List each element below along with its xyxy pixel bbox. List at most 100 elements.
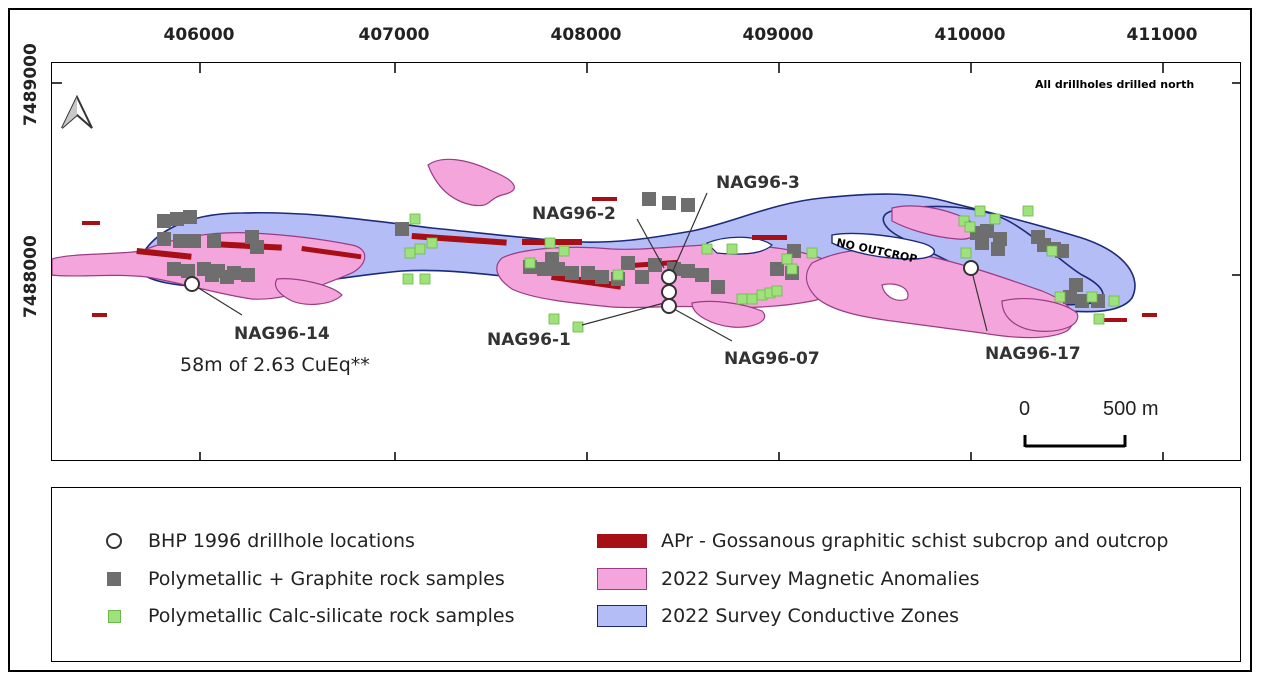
green-sample-marker [1093, 313, 1105, 325]
legend-item-poly-graphite: Polymetallic + Graphite rock samples [102, 568, 505, 590]
map-gap-east [881, 283, 909, 301]
green-sample-marker [426, 237, 438, 249]
gray-sample-marker [711, 280, 725, 294]
legend-item-apr: APr - Gossanous graphitic schist subcrop… [597, 530, 1168, 552]
drillhole-marker-nag96-14 [184, 276, 200, 292]
map-panel [51, 62, 1241, 461]
drillhole-marker-nag96-1 [661, 284, 677, 300]
green-sample-marker [1022, 205, 1034, 217]
gray-sample-marker [635, 270, 649, 284]
gray-sample-marker [187, 234, 201, 248]
legend-drillhole-symbol [102, 530, 126, 552]
drillhole-label-nag96-3: NAG96-3 [716, 173, 800, 193]
green-sample-marker [404, 247, 416, 259]
gray-sample-marker [167, 262, 181, 276]
scale-bar-end-label: 500 m [1103, 398, 1159, 420]
drillhole-label-nag96-17: NAG96-17 [985, 344, 1081, 364]
gray-sample-marker [980, 224, 994, 238]
gray-sample-marker [551, 262, 565, 276]
gray-sample-marker [991, 242, 1005, 256]
leader-lines [191, 192, 988, 342]
green-sample-marker [414, 243, 426, 255]
magnetic-anomaly-central-south [691, 300, 766, 328]
legend-item-poly-calc: Polymetallic Calc-silicate rock samples [102, 605, 515, 627]
magnetic-anomaly-west-2 [274, 278, 343, 305]
gray-sample-marker [1075, 294, 1089, 308]
legend-apr-swatch [597, 534, 647, 548]
green-sample-marker [419, 273, 431, 285]
y-tick-7488000: 7488000 [21, 235, 41, 318]
x-tick-410000: 410000 [934, 25, 1006, 45]
x-tick-409000: 409000 [742, 25, 814, 45]
green-sample-marker [736, 293, 748, 305]
green-sample-marker [1054, 291, 1066, 303]
scale-bar-start-label: 0 [1019, 398, 1031, 420]
green-sample-marker [958, 215, 970, 227]
legend-label-conductive: 2022 Survey Conductive Zones [661, 605, 959, 627]
gray-sample-marker [205, 268, 219, 282]
map-gap-no-outcrop [831, 232, 935, 260]
gray-sample-marker [1069, 278, 1083, 292]
green-sample-marker [781, 253, 793, 265]
green-sample-marker [544, 237, 556, 249]
gray-sample-marker [157, 232, 171, 246]
green-sample-marker [771, 285, 783, 297]
drillhole-label-nag96-07: NAG96-07 [724, 349, 820, 369]
gray-sample-marker [595, 270, 609, 284]
green-sample-marker [960, 247, 972, 259]
gray-sample-marker [241, 268, 255, 282]
green-sample-marker [402, 273, 414, 285]
green-sample-marker [548, 313, 560, 325]
legend-label-poly-calc: Polymetallic Calc-silicate rock samples [148, 605, 515, 627]
legend-item-magnetic: 2022 Survey Magnetic Anomalies [597, 568, 980, 590]
legend-item-drillholes: BHP 1996 drillhole locations [102, 530, 415, 552]
legend: BHP 1996 drillhole locations Polymetalli… [51, 487, 1241, 662]
green-sample-marker [1108, 295, 1120, 307]
gray-sample-marker [642, 192, 656, 206]
green-sample-marker [572, 321, 584, 333]
gray-sample-marker [170, 212, 184, 226]
legend-conductive-swatch [597, 605, 647, 627]
gray-sample-marker [157, 214, 171, 228]
map-canvas [52, 63, 1240, 460]
gray-sample-marker [681, 264, 695, 278]
result-annotation: 58m of 2.63 CuEq** [180, 354, 370, 376]
green-sample-marker [558, 245, 570, 257]
legend-item-conductive: 2022 Survey Conductive Zones [597, 605, 959, 627]
drillhole-label-nag96-2: NAG96-2 [532, 204, 616, 224]
magnetic-anomaly-far-east [1001, 298, 1079, 332]
x-tick-407000: 407000 [358, 25, 430, 45]
gray-sample-marker [648, 258, 662, 272]
green-sample-marker [701, 243, 713, 255]
gray-sample-marker [662, 196, 676, 210]
legend-label-magnetic: 2022 Survey Magnetic Anomalies [661, 568, 980, 590]
legend-label-poly-graphite: Polymetallic + Graphite rock samples [148, 568, 505, 590]
gray-sample-marker [173, 234, 187, 248]
gray-sample-marker [183, 210, 197, 224]
map-ticks [52, 63, 1240, 460]
drillhole-label-nag96-14: NAG96-14 [234, 324, 330, 344]
green-sample-marker [726, 243, 738, 255]
drillhole-marker-nag96-2 [661, 269, 677, 285]
x-tick-411000: 411000 [1126, 25, 1198, 45]
drillhole-marker-nag96-07 [661, 298, 677, 314]
gray-sample-marker [1055, 244, 1069, 258]
green-sample-marker [974, 205, 986, 217]
legend-magnetic-swatch [597, 568, 647, 590]
gray-sample-marker [621, 256, 635, 270]
legend-label-apr: APr - Gossanous graphitic schist subcrop… [661, 530, 1169, 552]
green-sample-marker [806, 247, 818, 259]
gray-sample-marker [220, 270, 234, 284]
green-sample-marker [964, 221, 976, 233]
gray-sample-marker [181, 264, 195, 278]
green-sample-marker [989, 213, 1001, 225]
green-sample-marker [524, 257, 536, 269]
legend-gray-square-symbol [102, 568, 126, 590]
gray-sample-marker [395, 222, 409, 236]
drillhole-markers [184, 260, 979, 314]
gray-sample-marker [207, 234, 221, 248]
gray-sample-marker [1063, 290, 1077, 304]
gray-sample-marker [565, 266, 579, 280]
drillhole-label-nag96-1: NAG96-1 [487, 330, 571, 350]
north-arrow-icon [61, 94, 93, 129]
